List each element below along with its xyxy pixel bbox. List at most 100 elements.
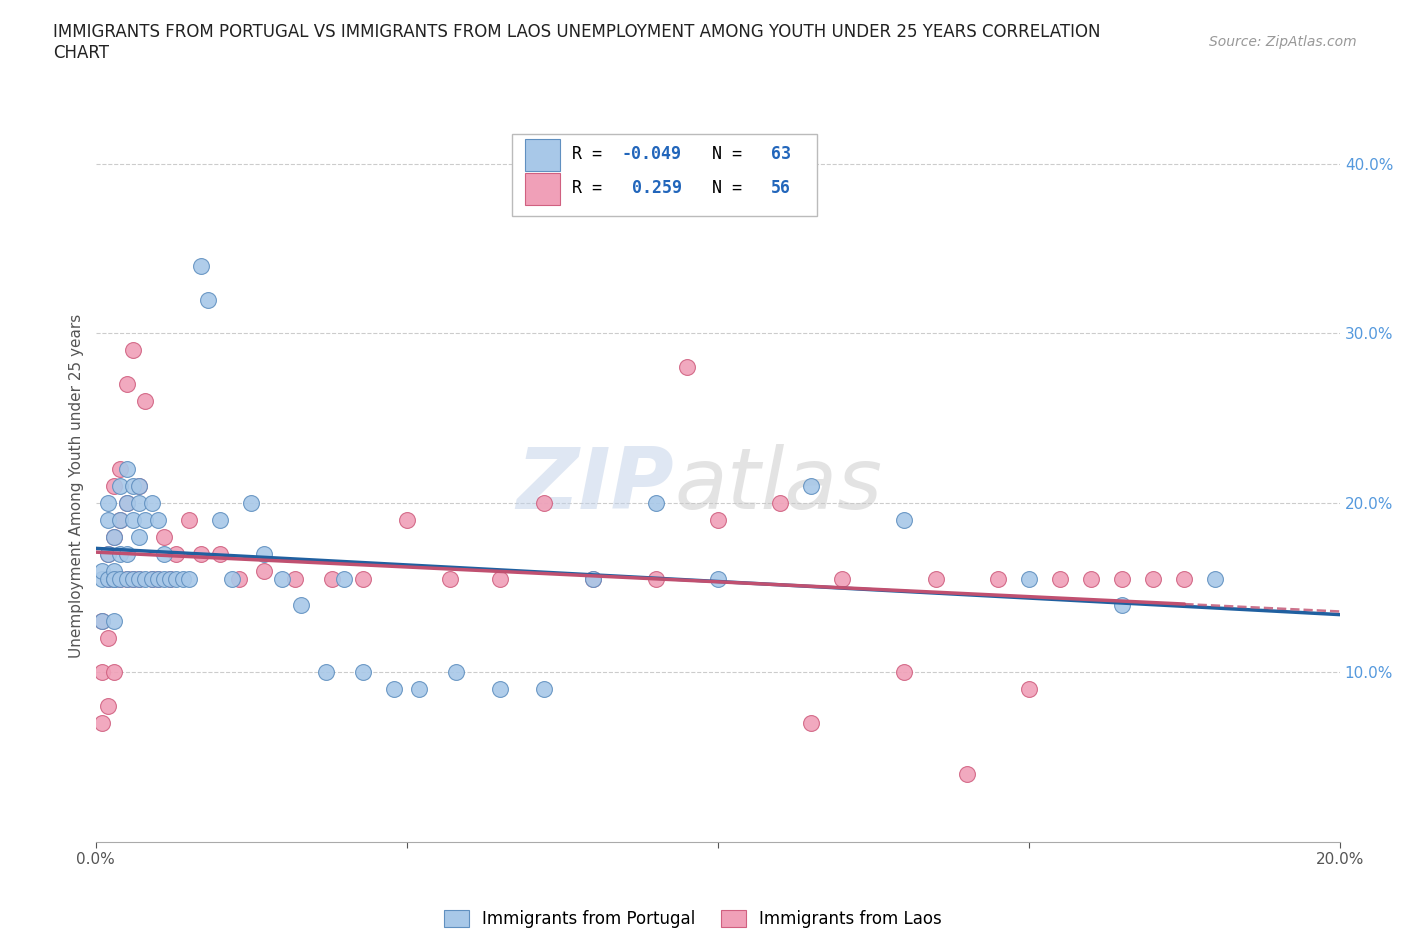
Point: [103, 529, 125, 544]
Point: [352, 665, 374, 680]
Point: [115, 572, 138, 587]
Point: [446, 665, 468, 680]
Point: [90, 614, 112, 629]
Point: [146, 512, 169, 527]
Text: N =: N =: [692, 179, 752, 197]
Point: [153, 546, 176, 561]
Point: [115, 496, 138, 511]
Point: [1018, 572, 1040, 587]
Point: [97, 698, 120, 713]
Point: [1111, 597, 1133, 612]
Point: [103, 529, 125, 544]
Point: [489, 682, 512, 697]
Point: [644, 572, 666, 587]
Point: [141, 572, 163, 587]
Point: [172, 572, 194, 587]
Point: [134, 572, 156, 587]
Text: R =: R =: [572, 145, 612, 163]
Point: [321, 572, 343, 587]
Point: [90, 614, 112, 629]
Point: [115, 496, 138, 511]
Point: [110, 572, 132, 587]
Point: [290, 597, 312, 612]
Point: [128, 529, 150, 544]
Point: [197, 292, 219, 307]
Point: [582, 572, 605, 587]
Point: [166, 572, 188, 587]
Point: [103, 479, 125, 494]
Point: [110, 512, 132, 527]
Point: [141, 496, 163, 511]
Point: [90, 665, 112, 680]
Point: [333, 572, 356, 587]
Point: [128, 496, 150, 511]
Point: [97, 572, 120, 587]
Point: [1142, 572, 1164, 587]
Point: [1173, 572, 1195, 587]
Point: [382, 682, 405, 697]
Point: [252, 546, 274, 561]
Point: [90, 716, 112, 731]
Point: [800, 716, 823, 731]
Point: [956, 766, 979, 781]
Point: [166, 546, 188, 561]
Point: [190, 259, 212, 273]
Point: [128, 479, 150, 494]
Point: [115, 546, 138, 561]
Point: [122, 572, 145, 587]
Point: [134, 512, 156, 527]
Legend: Immigrants from Portugal, Immigrants from Laos: Immigrants from Portugal, Immigrants fro…: [437, 903, 949, 930]
Point: [97, 496, 120, 511]
Point: [1111, 572, 1133, 587]
Point: [769, 496, 792, 511]
Point: [395, 512, 418, 527]
Point: [97, 631, 120, 645]
Point: [115, 461, 138, 476]
Point: [924, 572, 946, 587]
Point: [122, 512, 145, 527]
Point: [209, 512, 232, 527]
Text: Source: ZipAtlas.com: Source: ZipAtlas.com: [1209, 35, 1357, 49]
FancyBboxPatch shape: [512, 134, 817, 216]
Point: [97, 512, 120, 527]
Point: [352, 572, 374, 587]
Point: [97, 546, 120, 561]
Point: [103, 614, 125, 629]
Point: [146, 572, 169, 587]
Point: [103, 572, 125, 587]
Point: [1204, 572, 1226, 587]
FancyBboxPatch shape: [524, 173, 560, 205]
Point: [439, 572, 461, 587]
Point: [128, 572, 150, 587]
Point: [141, 572, 163, 587]
Point: [110, 512, 132, 527]
Point: [221, 572, 243, 587]
Point: [1049, 572, 1071, 587]
Point: [110, 461, 132, 476]
Point: [115, 377, 138, 392]
Text: R =: R =: [572, 179, 612, 197]
Point: [209, 546, 232, 561]
Point: [177, 572, 200, 587]
Text: 56: 56: [772, 179, 792, 197]
Point: [103, 572, 125, 587]
Point: [128, 572, 150, 587]
Point: [177, 512, 200, 527]
Point: [190, 546, 212, 561]
Point: [489, 572, 512, 587]
Point: [128, 479, 150, 494]
Point: [582, 572, 605, 587]
Point: [134, 393, 156, 408]
Point: [122, 572, 145, 587]
Point: [122, 343, 145, 358]
Point: [159, 572, 181, 587]
Point: [831, 572, 853, 587]
Point: [1018, 682, 1040, 697]
Point: [271, 572, 294, 587]
Point: [110, 572, 132, 587]
Point: [110, 479, 132, 494]
Point: [153, 529, 176, 544]
Point: [115, 572, 138, 587]
Point: [103, 564, 125, 578]
Point: [533, 682, 555, 697]
